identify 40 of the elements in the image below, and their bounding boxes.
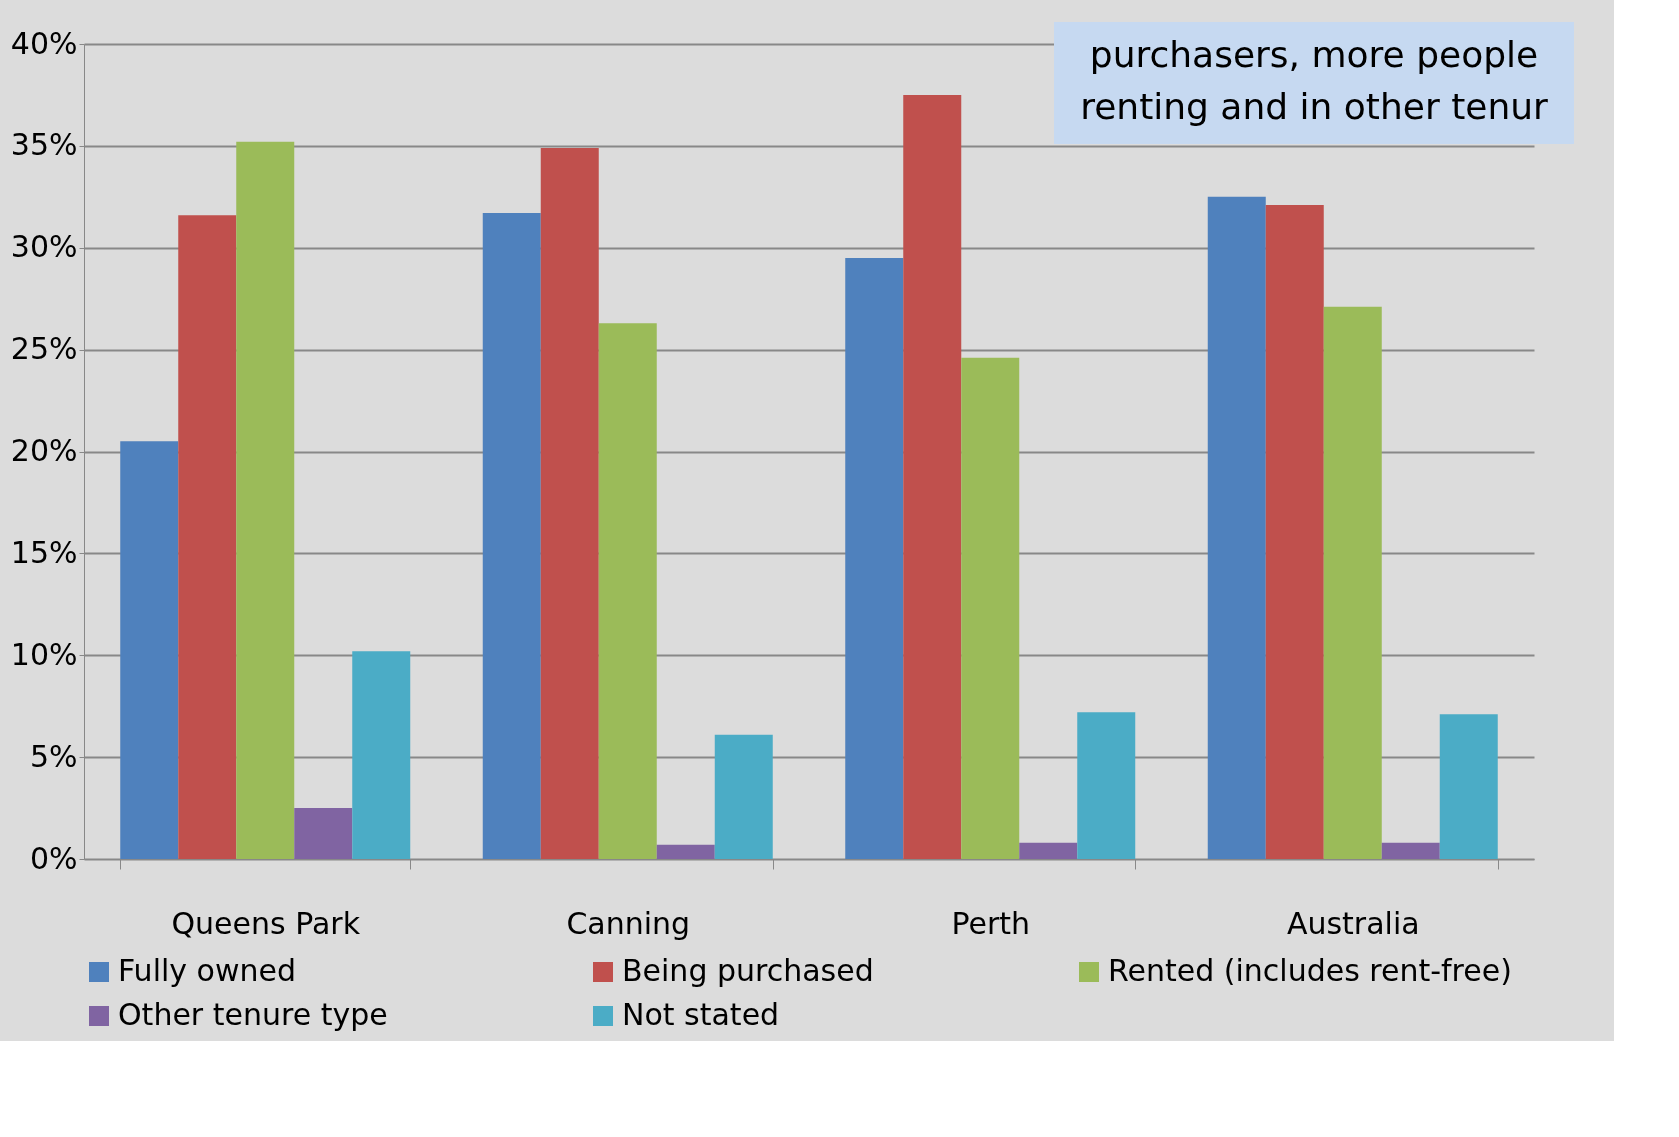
annotation: renting and in other tenur <box>1080 86 1549 127</box>
bar <box>294 808 353 859</box>
x-tick-label: Australia <box>1286 905 1420 941</box>
bar <box>1019 842 1078 859</box>
y-tick-label: 10% <box>10 636 78 672</box>
bar <box>120 441 179 859</box>
bar <box>1439 714 1498 859</box>
legend-label: Other tenure type <box>118 997 388 1032</box>
bar <box>845 257 904 859</box>
bar <box>178 215 237 859</box>
x-tick-label: Canning <box>566 905 691 941</box>
bar <box>1077 712 1136 859</box>
bar <box>1381 842 1440 859</box>
bar <box>482 213 541 859</box>
x-tick-label: Perth <box>951 905 1031 941</box>
bar <box>352 651 411 859</box>
legend-label: Not stated <box>622 997 780 1032</box>
y-tick-label: 5% <box>29 738 78 774</box>
y-tick-label: 20% <box>10 433 78 468</box>
bar <box>714 734 773 859</box>
annotation: purchasers, more people <box>1089 34 1539 75</box>
y-tick-label: 15% <box>10 534 78 570</box>
y-tick-label: 40% <box>10 25 78 61</box>
bar <box>1207 196 1266 859</box>
bar <box>598 323 657 859</box>
y-tick-label: 30% <box>10 229 78 265</box>
bar <box>903 94 962 859</box>
bar <box>656 844 715 859</box>
bar <box>961 357 1020 859</box>
legend-label: Fully owned <box>118 953 296 988</box>
bar <box>236 141 295 859</box>
y-tick-label: 0% <box>29 840 78 876</box>
x-tick-label: Queens Park <box>171 905 361 941</box>
y-tick-label: 35% <box>10 127 78 163</box>
y-tick-label: 25% <box>10 331 78 367</box>
bar <box>1265 204 1324 859</box>
bar <box>540 147 599 859</box>
legend-label: Rented (includes rent-free) <box>1108 953 1512 988</box>
legend-label: Being purchased <box>622 953 874 988</box>
bar <box>1323 306 1382 859</box>
